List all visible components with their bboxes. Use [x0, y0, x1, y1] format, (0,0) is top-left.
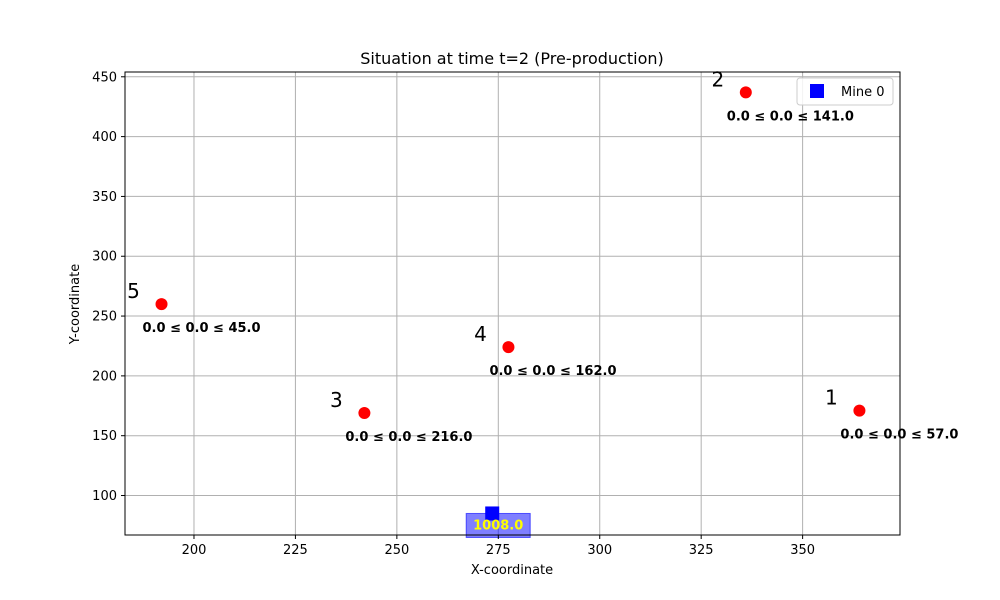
x-tick-label: 300 — [587, 543, 612, 558]
legend: Mine 0 — [796, 77, 894, 106]
y-tick-label: 150 — [92, 429, 117, 444]
y-tick-label: 250 — [92, 310, 117, 325]
x-tick-label: 350 — [790, 543, 815, 558]
point-range-label: 0.0 ≤ 0.0 ≤ 45.0 — [143, 321, 261, 336]
customer-point — [502, 341, 515, 354]
point-id-label: 2 — [711, 67, 724, 91]
y-axis-label: Y-coordinate — [68, 264, 83, 345]
y-tick-label: 200 — [92, 369, 117, 384]
y-tick-label: 400 — [92, 130, 117, 145]
x-tick-label: 225 — [283, 543, 308, 558]
x-tick-label: 325 — [689, 543, 714, 558]
y-tick-label: 450 — [92, 70, 117, 85]
customer-point — [853, 404, 866, 417]
axis-ticks: 200 225 250 275 300 325 3501001502002503003504… — [92, 70, 815, 558]
point-range-label: 0.0 ≤ 0.0 ≤ 216.0 — [345, 430, 472, 445]
point-id-label: 1 — [825, 386, 838, 410]
y-tick-label: 300 — [92, 250, 117, 265]
plot-area: 1 0.0 ≤ 0.0 ≤ 57.0 2 0.0 ≤ 0.0 ≤ 141.0 3 0.0 … — [127, 67, 958, 538]
point-range-label: 0.0 ≤ 0.0 ≤ 57.0 — [840, 428, 958, 443]
point-range-label: 0.0 ≤ 0.0 ≤ 162.0 — [489, 364, 616, 379]
mine-marker — [485, 506, 500, 521]
y-tick-label: 350 — [92, 190, 117, 205]
x-axis-label: X-coordinate — [471, 563, 553, 578]
point-id-label: 3 — [330, 388, 343, 412]
point-range-label: 0.0 ≤ 0.0 ≤ 141.0 — [727, 109, 854, 124]
customer-point — [358, 406, 371, 419]
grid — [125, 72, 900, 535]
legend-label-mine: Mine 0 — [841, 85, 884, 100]
legend-marker-mine — [810, 84, 824, 98]
point-id-label: 5 — [127, 279, 140, 303]
x-tick-label: 200 — [182, 543, 207, 558]
mine-value-label: 1008.0 — [473, 518, 523, 533]
customer-point — [155, 298, 168, 311]
x-tick-label: 275 — [486, 543, 511, 558]
plot-frame — [124, 71, 901, 536]
chart-title: Situation at time t=2 (Pre-production) — [360, 49, 664, 68]
point-id-label: 4 — [474, 322, 487, 346]
x-tick-label: 250 — [384, 543, 409, 558]
customer-point — [739, 86, 752, 99]
y-tick-label: 100 — [92, 489, 117, 504]
